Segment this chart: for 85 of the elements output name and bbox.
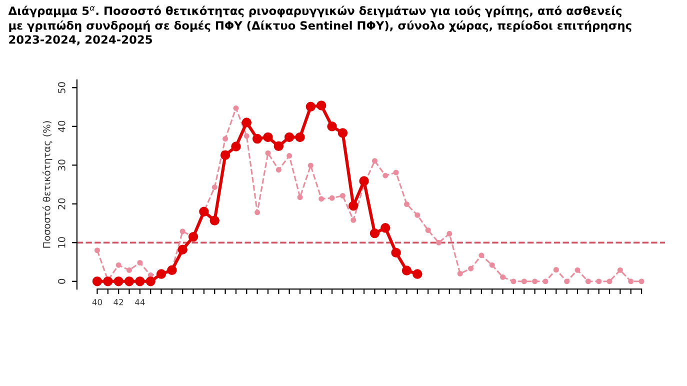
point [446,230,452,236]
point [263,132,273,142]
y-axis-title: Ποσοστό θετικότητας (%) [42,121,52,248]
point [252,134,262,144]
y-tick-label: 10 [58,237,66,248]
point [329,195,335,201]
point [359,176,369,186]
point [286,153,292,159]
point [188,232,198,242]
point [412,269,422,279]
point [318,196,324,202]
point [114,276,124,286]
point [146,276,156,286]
point [606,278,612,284]
point [210,216,220,226]
point [436,240,442,246]
point [265,150,271,156]
point [425,227,431,234]
y-tick-label: 50 [58,82,66,94]
point [242,118,252,128]
point [372,158,378,164]
point [585,278,591,284]
point [478,252,484,258]
point [500,274,506,280]
point [124,276,134,286]
point [382,172,388,178]
y-tick-label: 0 [58,278,66,284]
point [126,267,132,273]
point [116,262,122,268]
point [380,223,390,233]
point [156,269,166,279]
point [348,200,358,211]
point [212,184,218,190]
point [327,122,337,132]
point [404,201,410,208]
point [178,244,188,254]
point [340,192,346,199]
point [574,267,580,273]
point [244,133,250,139]
x-tick-label: 44 [135,299,145,306]
point [393,170,399,176]
point [489,262,495,268]
point [276,167,282,173]
y-tick-label: 30 [58,160,66,171]
point [564,278,570,284]
chart-title: Διάγραμμα 5$^{α}$. Ποσοστό θετικότητας ρινοφαρυγγικών δειγμάτων για ιούς γρίπης, από ασθενείς με γριπώδη συνδρομή σε δομές ΠΦΥ (Δίκτυο Sentinel ΠΦΥ), σύνολο χώρας, περίοδοι επιτήρησης 2023-2024, 2024-2025 [8,6,632,46]
point [457,270,463,276]
point [135,276,145,286]
point [284,132,294,142]
point [308,162,314,168]
x-tick-label: 40 [92,298,102,306]
point [103,276,113,286]
point [521,278,527,284]
point [220,150,230,160]
point [233,105,239,111]
point [306,102,316,112]
point [542,278,548,284]
point [628,278,634,284]
y-tick-label: 20 [58,198,66,210]
point [295,132,305,142]
point [617,267,623,273]
point [638,278,644,284]
point [596,278,602,284]
point [402,266,412,276]
point [297,194,303,200]
point [137,260,143,266]
point [222,136,228,142]
point [94,248,100,254]
point [532,278,538,284]
point [180,228,186,234]
point [316,100,326,110]
point [510,278,516,284]
point [274,141,284,152]
point [468,266,474,272]
point [254,210,260,216]
point [370,228,380,238]
point [92,276,102,286]
point [350,217,356,223]
point [231,142,241,152]
point [391,248,401,258]
point [553,266,559,273]
point [414,212,420,218]
y-tick-label: 40 [58,120,66,132]
point [338,128,348,138]
x-tick-label: 42 [114,298,124,306]
